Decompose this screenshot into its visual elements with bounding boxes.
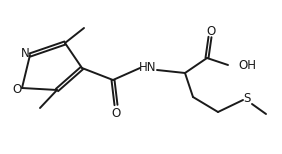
Text: N: N [21, 47, 29, 59]
Text: HN: HN [139, 61, 157, 73]
Text: OH: OH [238, 59, 256, 71]
Text: S: S [243, 91, 251, 105]
Text: O: O [12, 83, 22, 95]
Text: O: O [111, 107, 121, 120]
Text: O: O [206, 24, 216, 38]
